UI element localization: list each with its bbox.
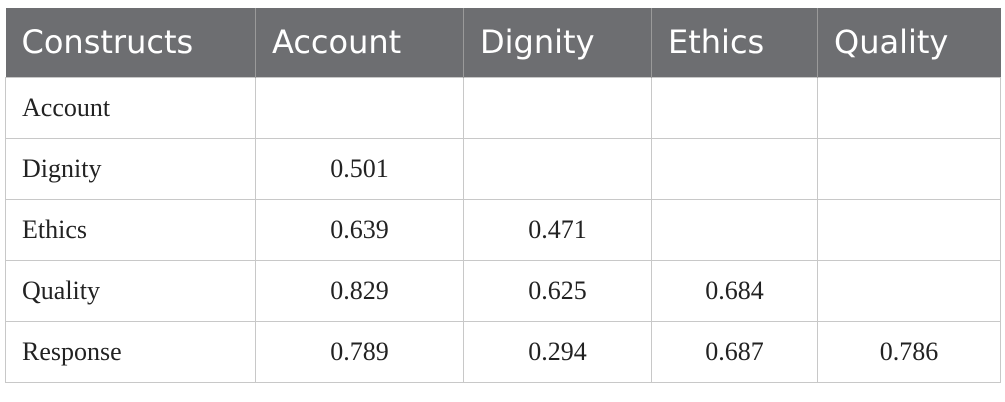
value-cell [651, 76, 818, 139]
header-cell: Dignity [463, 8, 652, 77]
table-header: Constructs Account Dignity Ethics Quality [5, 8, 1001, 77]
row-label: Account [5, 76, 256, 139]
value-cell [817, 259, 1001, 322]
value-cell: 0.501 [255, 137, 464, 200]
header-cell: Ethics [651, 8, 818, 77]
value-cell [651, 137, 818, 200]
value-cell [463, 76, 652, 139]
value-cell [255, 76, 464, 139]
header-cell: Constructs [5, 8, 256, 77]
value-cell [463, 137, 652, 200]
row-label: Ethics [5, 198, 256, 261]
table-row: Account [5, 76, 1001, 139]
table-row: Quality 0.829 0.625 0.684 [5, 259, 1001, 322]
value-cell: 0.684 [651, 259, 818, 322]
row-label: Dignity [5, 137, 256, 200]
value-cell: 0.786 [817, 320, 1001, 383]
value-cell: 0.471 [463, 198, 652, 261]
table-row: Response 0.789 0.294 0.687 0.786 [5, 320, 1001, 383]
value-cell [817, 76, 1001, 139]
row-label: Quality [5, 259, 256, 322]
value-cell: 0.625 [463, 259, 652, 322]
value-cell [817, 198, 1001, 261]
value-cell [817, 137, 1001, 200]
table-body: Account Dignity 0.501 Ethics 0.639 0.471 Quali… [5, 76, 1001, 383]
row-label: Response [5, 320, 256, 383]
value-cell: 0.687 [651, 320, 818, 383]
value-cell: 0.829 [255, 259, 464, 322]
correlation-table: Constructs Account Dignity Ethics Quality Ac… [5, 8, 1001, 383]
table-row: Dignity 0.501 [5, 137, 1001, 200]
table-row: Ethics 0.639 0.471 [5, 198, 1001, 261]
header-row: Constructs Account Dignity Ethics Quality [5, 8, 1001, 77]
value-cell: 0.639 [255, 198, 464, 261]
value-cell [651, 198, 818, 261]
header-cell: Account [255, 8, 464, 77]
header-cell: Quality [817, 8, 1001, 77]
value-cell: 0.294 [463, 320, 652, 383]
value-cell: 0.789 [255, 320, 464, 383]
